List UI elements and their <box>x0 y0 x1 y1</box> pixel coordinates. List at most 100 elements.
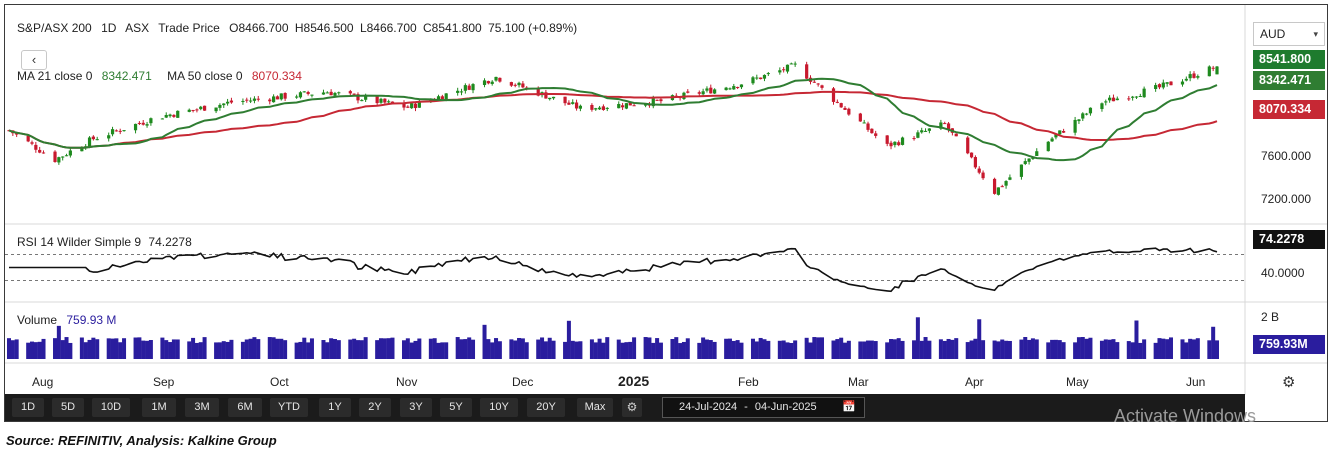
candle-body <box>118 130 122 132</box>
volume-bar <box>248 338 253 359</box>
candle-body <box>513 84 517 86</box>
candle-body <box>628 101 632 106</box>
calendar-icon[interactable]: 📅 <box>842 401 856 413</box>
candle-body <box>724 87 728 91</box>
high-value: H8546.500 <box>294 21 354 35</box>
candle-body <box>1023 161 1027 164</box>
range-10y-button[interactable]: 10Y <box>480 398 518 417</box>
change-value: 75.100 (+0.89%) <box>488 21 578 35</box>
volume-bar <box>543 341 548 359</box>
range-3m-button[interactable]: 3M <box>185 398 219 417</box>
candle-body <box>149 118 153 124</box>
currency-select[interactable]: AUD ▾ <box>1253 22 1325 46</box>
candle-body <box>601 106 606 110</box>
volume-bar <box>428 338 433 359</box>
ma50-legend-value: 8070.334 <box>251 69 302 83</box>
volume-bar <box>601 342 606 359</box>
volume-bar <box>724 338 729 359</box>
settings-icon[interactable]: ⚙ <box>1282 374 1296 391</box>
volume-bar <box>53 338 58 359</box>
volume-label: Volume <box>17 313 58 327</box>
volume-bar <box>1027 339 1032 359</box>
x-label-may: May <box>1066 375 1089 389</box>
rsi-panel <box>9 247 1218 293</box>
candle-body <box>187 109 191 112</box>
candle-body <box>1142 88 1146 98</box>
volume-bar <box>217 342 222 359</box>
candle-body <box>218 104 222 108</box>
volume-bar <box>1099 340 1104 359</box>
volume-bar <box>1007 340 1012 359</box>
volume-bar <box>309 338 314 359</box>
candle-body <box>509 82 513 86</box>
volume-bar <box>1004 340 1009 359</box>
volume-bar <box>91 337 96 359</box>
candle-body <box>835 101 839 103</box>
volume-bar <box>835 339 840 359</box>
candle-body <box>885 135 889 144</box>
volume-bar <box>954 338 959 359</box>
range-max-button[interactable]: Max <box>577 398 613 417</box>
range-ytd-button[interactable]: YTD <box>270 398 308 417</box>
source-caption: Source: REFINITIV, Analysis: Kalkine Gro… <box>6 433 277 448</box>
chart-canvas[interactable] <box>5 5 1327 395</box>
candle-body <box>820 85 824 88</box>
range-3y-button[interactable]: 3Y <box>400 398 432 417</box>
candle-body <box>966 137 970 154</box>
range-2y-button[interactable]: 2Y <box>359 398 391 417</box>
volume-bar <box>605 337 610 359</box>
volume-bar <box>401 340 407 359</box>
range-1m-button[interactable]: 1M <box>142 398 176 417</box>
volume-bar <box>804 337 809 359</box>
candle-body <box>996 187 1001 195</box>
volume-bar <box>283 340 288 359</box>
candle-body <box>199 106 203 110</box>
volume-bar <box>1030 338 1035 359</box>
range-1d-button[interactable]: 1D <box>12 398 44 417</box>
panel-dividers <box>5 5 1327 395</box>
range-20y-button[interactable]: 20Y <box>527 398 565 417</box>
candle-body <box>333 92 337 96</box>
range-toolbar: 1D 5D 10D 1M 3M 6M YTD 1Y 2Y 3Y 5Y 10Y 2… <box>5 394 1245 421</box>
range-1y-button[interactable]: 1Y <box>319 398 351 417</box>
candle-body <box>893 141 897 146</box>
candle-body <box>114 130 118 132</box>
candle-body <box>874 133 878 136</box>
volume-bar <box>321 340 326 359</box>
candle-body <box>620 105 625 108</box>
candle-body <box>252 98 257 101</box>
volume-bar <box>866 340 871 359</box>
candle-body <box>1134 96 1139 98</box>
volume-bar <box>900 340 905 359</box>
candle-body <box>202 105 207 111</box>
volume-bar <box>927 340 932 359</box>
volume-bar <box>1191 339 1196 359</box>
gear-icon[interactable]: ⚙ <box>622 398 642 417</box>
volume-bar <box>831 340 836 359</box>
volume-bar <box>524 342 529 359</box>
candle-body <box>298 92 303 98</box>
volume-bar <box>624 342 629 359</box>
volume-bar <box>41 338 46 359</box>
volume-bar <box>628 341 633 359</box>
range-6m-button[interactable]: 6M <box>228 398 262 417</box>
collapse-button[interactable]: ‹ <box>21 50 47 70</box>
candle-body <box>927 128 931 131</box>
candle-body <box>364 96 368 100</box>
volume-bar <box>708 340 713 359</box>
date-range-picker[interactable]: 24-Jul-2024 - 04-Jun-2025 📅 <box>662 397 865 418</box>
volume-bar <box>896 338 901 359</box>
candle-body <box>172 114 176 117</box>
candle-body <box>1127 98 1131 100</box>
price-type-label: Trade Price <box>158 21 220 35</box>
range-10d-button[interactable]: 10D <box>92 398 130 417</box>
range-5d-button[interactable]: 5D <box>52 398 84 417</box>
candle-body <box>766 73 770 75</box>
candle-body <box>337 92 341 94</box>
volume-bar <box>885 342 890 359</box>
volume-bar <box>1180 339 1185 359</box>
volume-bar <box>175 339 180 359</box>
candle-body <box>272 96 276 103</box>
candle-body <box>755 77 759 79</box>
range-5y-button[interactable]: 5Y <box>440 398 472 417</box>
